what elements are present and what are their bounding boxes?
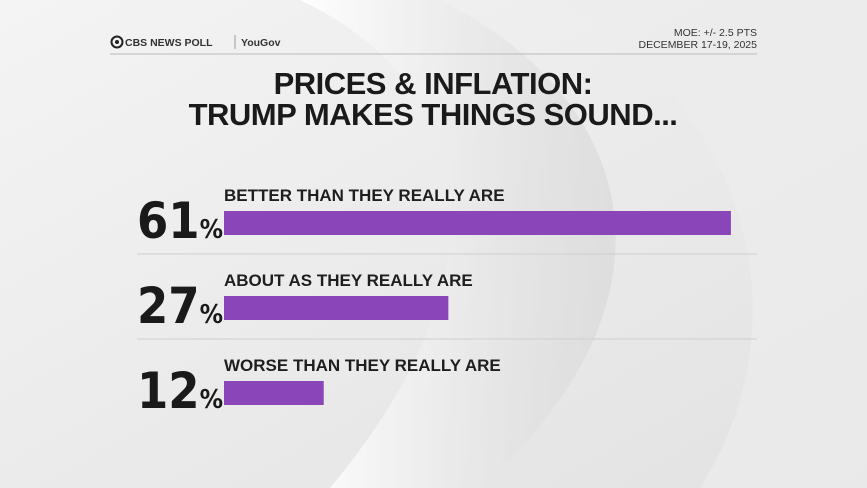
bar: [224, 381, 324, 405]
value-label: 27%: [137, 277, 223, 335]
value-label: 61%: [137, 192, 223, 250]
logo-eye: [110, 35, 124, 49]
source: YouGov: [241, 37, 281, 49]
logo-eye: [115, 40, 119, 44]
source: CBS NEWS POLL: [125, 37, 213, 49]
category-label: WORSE THAN THEY REALLY ARE: [224, 356, 501, 375]
value-label: 12%: [137, 362, 223, 420]
category-label: BETTER THAN THEY REALLY ARE: [224, 186, 505, 205]
category-label: ABOUT AS THEY REALLY ARE: [224, 271, 473, 290]
chart-title: PRICES & INFLATION:: [274, 66, 593, 101]
swoosh: [300, 0, 616, 488]
note: DECEMBER 17-19, 2025: [639, 39, 758, 51]
swoosh: [560, 0, 867, 488]
note: MOE: +/- 2.5 PTS: [674, 27, 757, 39]
bar: [224, 296, 449, 320]
chart-title: TRUMP MAKES THINGS SOUND...: [189, 97, 678, 132]
bar: [224, 211, 731, 235]
